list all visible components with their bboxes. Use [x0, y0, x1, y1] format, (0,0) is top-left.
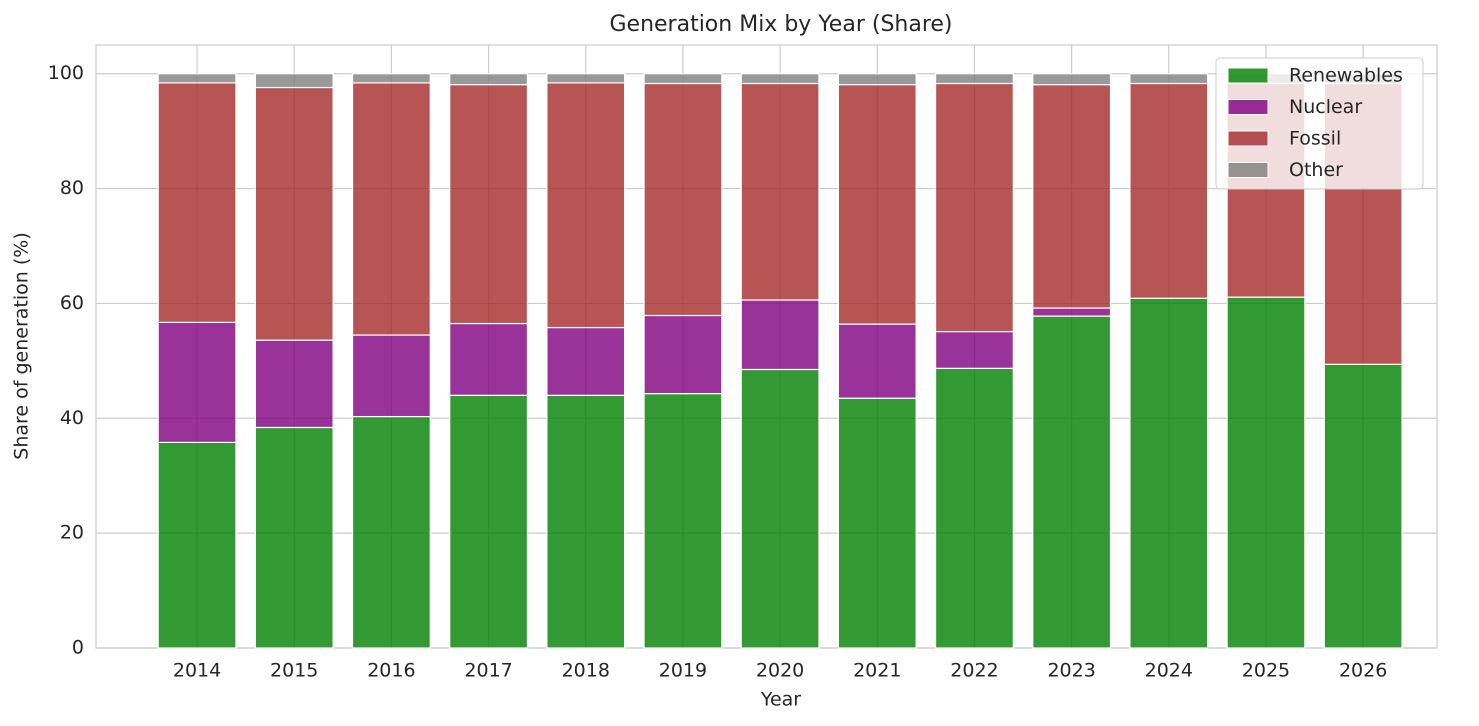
bar-segment — [643, 82, 723, 317]
bar-segment — [449, 84, 529, 325]
legend-label: Renewables — [1289, 65, 1403, 87]
y-tick-label: 40 — [60, 407, 84, 429]
legend-swatch — [1227, 99, 1269, 115]
bar-segment — [643, 73, 723, 85]
bar-segment — [1032, 84, 1112, 309]
bar-segment — [643, 314, 723, 395]
bar-segment — [1323, 363, 1403, 649]
bar-segment — [1032, 73, 1112, 86]
bar-segment — [1226, 296, 1306, 649]
x-tick-label: 2022 — [950, 660, 998, 682]
bar-segment — [1032, 307, 1112, 317]
bar-segment — [934, 73, 1014, 85]
chart-title: Generation Mix by Year (Share) — [609, 12, 952, 37]
legend-label: Fossil — [1289, 128, 1341, 150]
x-tick-label: 2023 — [1047, 660, 1095, 682]
bar-segment — [1129, 297, 1209, 649]
legend-label: Nuclear — [1289, 96, 1362, 118]
bar-segment — [1032, 315, 1112, 649]
bar-segment — [157, 321, 237, 444]
bar-segment — [837, 73, 917, 86]
x-tick-label: 2021 — [853, 660, 901, 682]
bar-segment — [740, 82, 820, 301]
y-tick-label: 20 — [60, 522, 84, 544]
x-tick-label: 2014 — [173, 660, 221, 682]
legend-label: Other — [1289, 159, 1343, 181]
x-tick-label: 2020 — [756, 660, 804, 682]
y-tick-label: 60 — [60, 292, 84, 314]
bar-segment — [351, 415, 431, 649]
y-tick-label: 100 — [48, 62, 84, 84]
bar-segment — [546, 82, 626, 329]
y-tick-label: 80 — [60, 177, 84, 199]
bar-segment — [254, 73, 334, 89]
bar-segment — [837, 323, 917, 399]
bar-segment — [351, 334, 431, 418]
x-tick-label: 2024 — [1145, 660, 1193, 682]
bar-segment — [740, 73, 820, 85]
legend-swatch — [1227, 67, 1269, 84]
bar-segment — [643, 392, 723, 649]
legend-swatch — [1227, 130, 1269, 147]
bar-segment — [157, 82, 237, 323]
x-tick-label: 2018 — [562, 660, 610, 682]
x-tick-label: 2015 — [270, 660, 318, 682]
x-axis-label: Year — [760, 689, 801, 711]
bar-segment — [837, 397, 917, 649]
bar-segment — [740, 368, 820, 649]
bar-segment — [934, 82, 1014, 333]
legend-box — [1215, 57, 1424, 190]
bar-segment — [546, 394, 626, 649]
bar-segment — [351, 82, 431, 336]
bar-segment — [254, 86, 334, 341]
x-tick-label: 2019 — [659, 660, 707, 682]
y-tick-label: 0 — [72, 637, 84, 659]
bar-segment — [1129, 73, 1209, 85]
y-axis-label: Share of generation (%) — [11, 232, 33, 459]
bar-segment — [449, 322, 529, 396]
bar-segment — [1129, 82, 1209, 299]
bar-segment — [934, 330, 1014, 369]
x-tick-label: 2026 — [1339, 660, 1387, 682]
legend-swatch — [1227, 162, 1269, 178]
bar-segment — [449, 73, 529, 86]
bar-segment — [546, 326, 626, 396]
bar-segment — [837, 84, 917, 325]
x-tick-label: 2025 — [1242, 660, 1290, 682]
bar-segment — [740, 299, 820, 371]
bar-segment — [449, 394, 529, 649]
x-tick-label: 2017 — [464, 660, 512, 682]
x-tick-label: 2016 — [367, 660, 415, 682]
bar-segment — [351, 73, 431, 84]
bar-segment — [157, 73, 237, 84]
bar-segment — [546, 73, 626, 84]
bar-segment — [254, 339, 334, 429]
bar-segment — [254, 426, 334, 649]
bar-segment — [157, 441, 237, 649]
bar-segment — [934, 367, 1014, 649]
